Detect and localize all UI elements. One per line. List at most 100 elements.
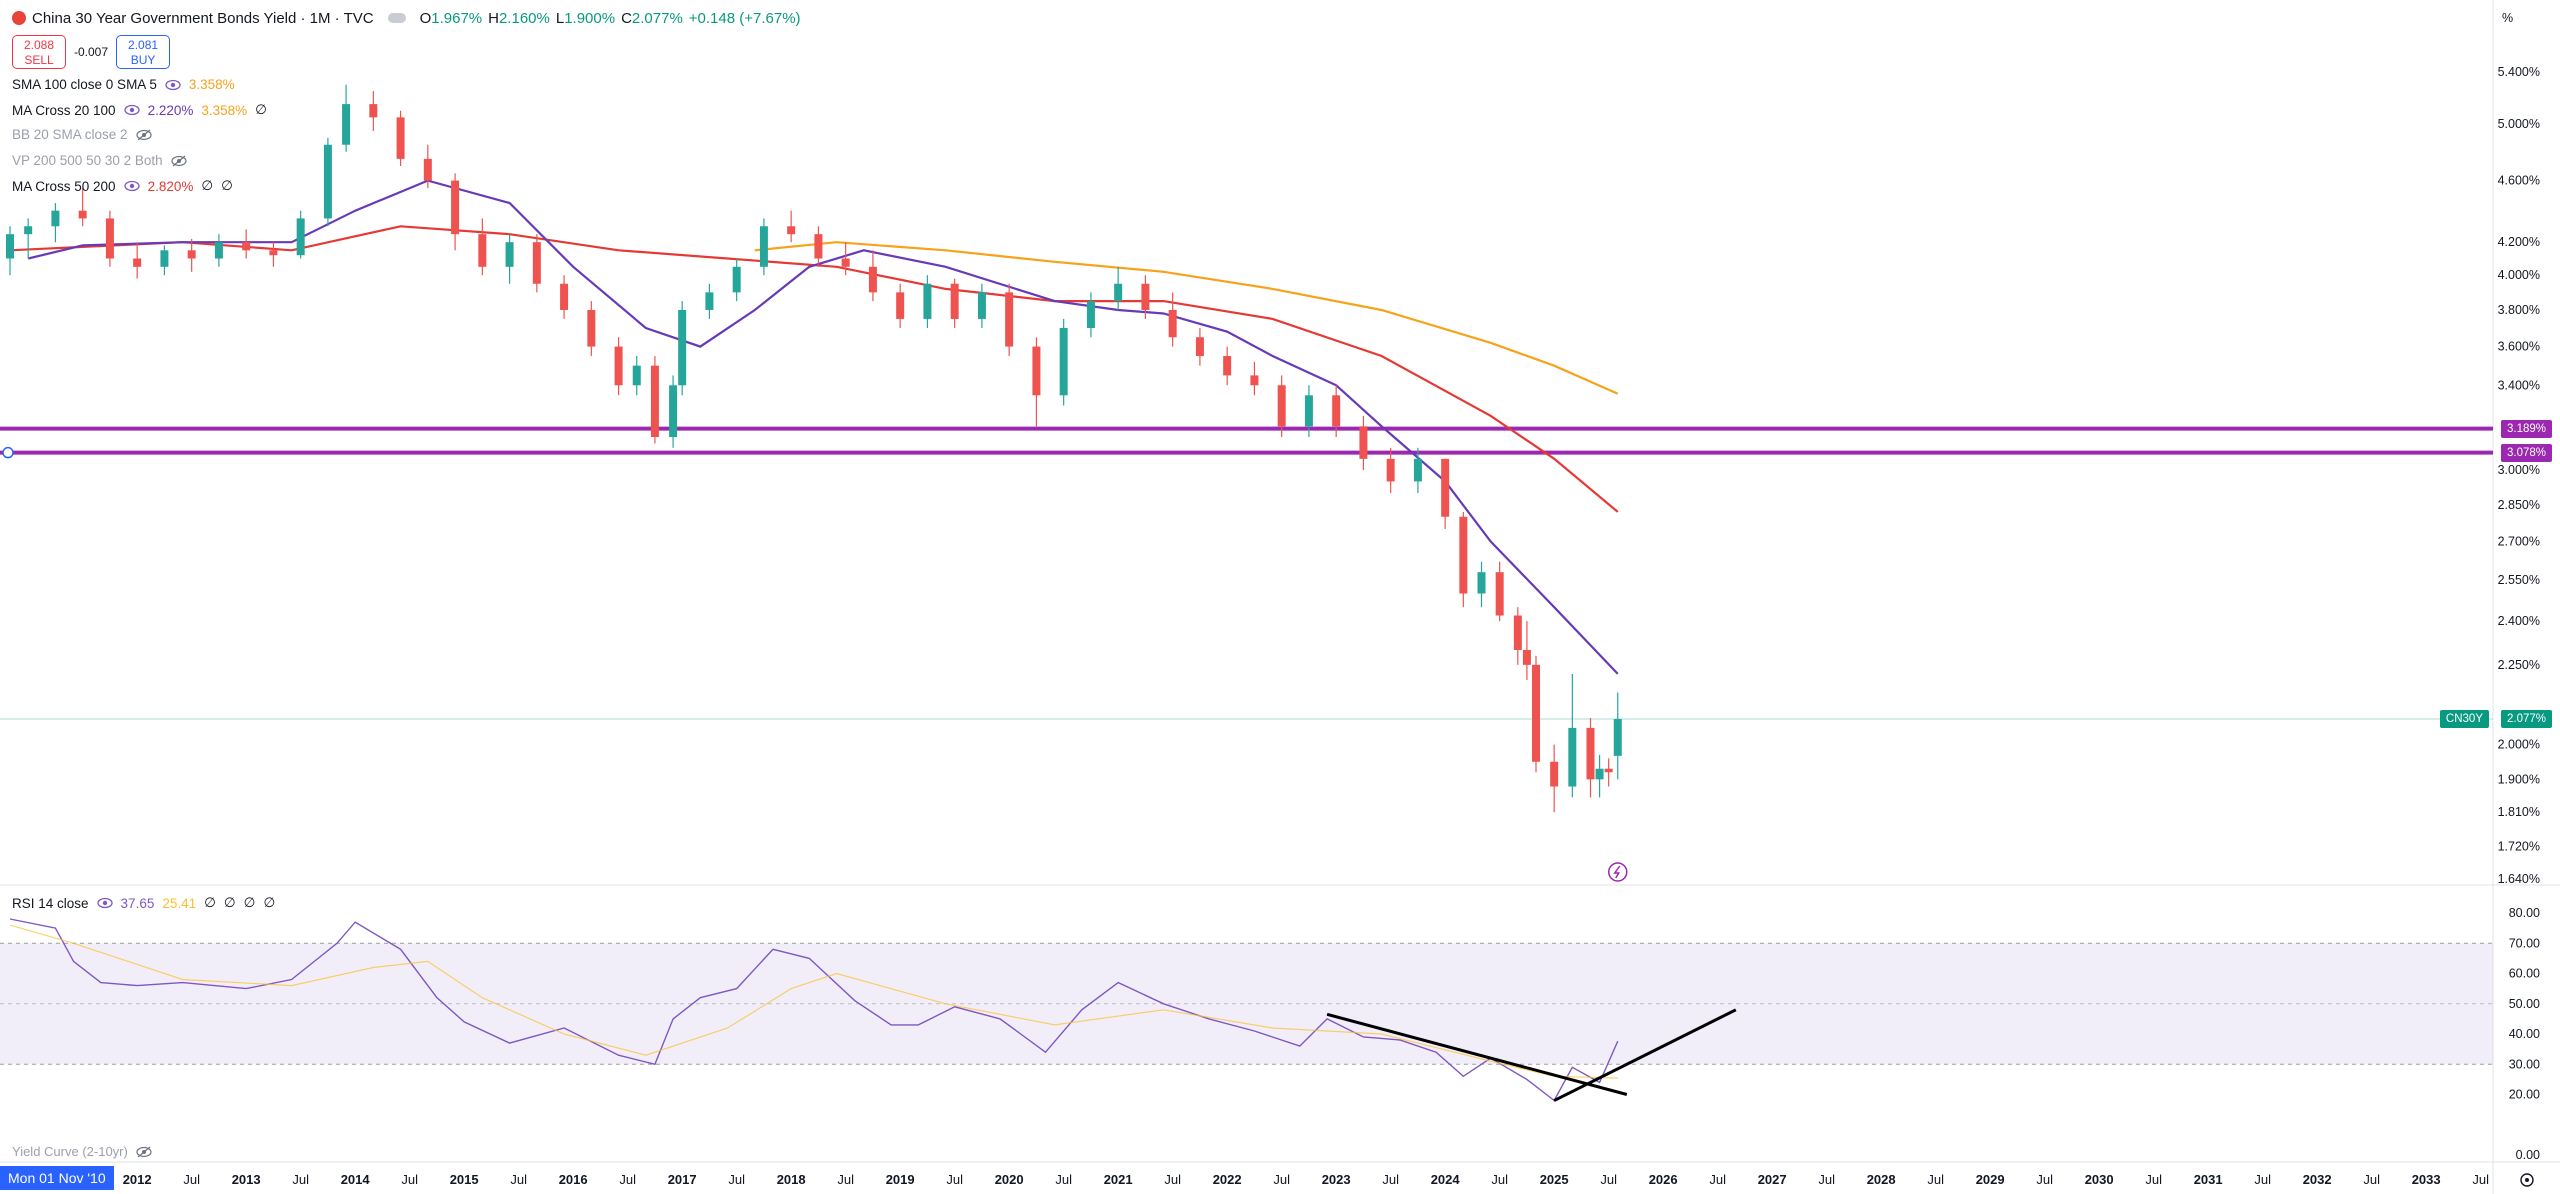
eye-icon[interactable]: [123, 180, 140, 192]
candle: [1195, 328, 1204, 366]
time-tick: Jul: [183, 1172, 200, 1187]
rsi-legend[interactable]: RSI 14 close 37.65 25.41 ∅ ∅ ∅ ∅: [12, 895, 283, 911]
market-status-icon[interactable]: [387, 13, 406, 23]
candle: [1277, 375, 1286, 437]
rsi-tick: 50.00: [2509, 997, 2540, 1011]
indicator-name: VP 200 500 50 30 2 Both: [12, 153, 163, 168]
candle-body: [105, 218, 114, 259]
candle-body: [532, 242, 541, 284]
candle-body: [1005, 292, 1014, 347]
time-tick: 2032: [2303, 1172, 2332, 1187]
candle-body: [587, 309, 596, 347]
time-tick: Jul: [1382, 1172, 1399, 1187]
price-axis-label[interactable]: 2.077%: [2500, 710, 2552, 729]
gear-icon[interactable]: [2520, 1173, 2534, 1187]
time-tick: Jul: [292, 1172, 309, 1187]
candle-body: [214, 242, 223, 259]
candle-body: [632, 365, 641, 386]
sell-button[interactable]: 2.088 SELL: [12, 35, 66, 69]
candle-body: [759, 226, 768, 267]
candle: [323, 137, 332, 227]
candle: [1332, 385, 1341, 437]
alert-circle: [1608, 862, 1628, 882]
candle: [814, 226, 823, 267]
candle: [214, 234, 223, 267]
candle-body: [1441, 458, 1450, 517]
eye-icon[interactable]: [165, 79, 181, 91]
price-axis-label[interactable]: 3.078%: [2500, 443, 2552, 462]
candle: [1250, 361, 1259, 396]
time-tick: 2013: [232, 1172, 261, 1187]
candle-body: [950, 283, 959, 319]
ohlc-close: C2.077%: [621, 9, 683, 27]
price-tick: 2.000%: [2498, 738, 2540, 752]
price-tick: 4.600%: [2498, 174, 2540, 188]
eye-icon[interactable]: [123, 104, 140, 116]
rsi-value: 25.41: [162, 895, 197, 911]
price-tick: 3.600%: [2498, 340, 2540, 354]
indicator-legend[interactable]: BB 20 SMA close 2: [12, 127, 160, 142]
candle: [1223, 346, 1232, 386]
time-tick: 2027: [1758, 1172, 1787, 1187]
price-axis-label[interactable]: 3.189%: [2500, 419, 2552, 438]
time-tick: Jul: [1818, 1172, 1835, 1187]
alert-marker-icon: [1608, 862, 1628, 882]
candle-body: [160, 250, 169, 267]
eye-icon[interactable]: [96, 897, 113, 909]
candle: [1477, 561, 1486, 608]
candle: [1595, 754, 1604, 798]
candle: [1168, 292, 1177, 347]
time-tick: Jul: [946, 1172, 963, 1187]
indicator-value: 3.358%: [188, 77, 235, 92]
time-tick: 2033: [2412, 1172, 2441, 1187]
price-tick: 2.700%: [2498, 534, 2540, 548]
candle: [705, 283, 714, 319]
price-tick: 2.250%: [2498, 658, 2540, 672]
eye-hidden-icon[interactable]: [135, 129, 152, 141]
candle-body: [1522, 649, 1531, 665]
price-tick: 1.810%: [2498, 805, 2540, 819]
ohlc-change: +0.148 (+7.67%): [688, 9, 801, 27]
candle-body: [1595, 768, 1604, 780]
eye-hidden-icon[interactable]: [136, 1146, 152, 1158]
candle: [732, 258, 741, 302]
candle-body: [1059, 328, 1068, 396]
time-tick: Jul: [1709, 1172, 1726, 1187]
candle-body: [1459, 516, 1468, 594]
yield-curve-indicator[interactable]: Yield Curve (2-10yr): [12, 1144, 152, 1159]
time-tick: Jul: [1273, 1172, 1290, 1187]
indicator-name: MA Cross 20 100: [12, 102, 116, 118]
candle: [1532, 655, 1540, 773]
candle: [1413, 447, 1422, 493]
candle-body: [841, 258, 850, 267]
ma-series-2: [9, 225, 1619, 513]
indicator-legend[interactable]: MA Cross 20 100 2.220% 3.358% ∅: [12, 102, 275, 118]
time-tick: 2019: [886, 1172, 915, 1187]
time-tick: 2028: [1867, 1172, 1896, 1187]
spread-value: -0.007: [74, 45, 109, 59]
time-tick: 2029: [1976, 1172, 2005, 1187]
symbol-title[interactable]: China 30 Year Government Bonds Yield · 1…: [32, 9, 374, 27]
candle-body: [369, 104, 378, 118]
eye-hidden-icon[interactable]: [171, 155, 187, 167]
time-tick: Jul: [2036, 1172, 2053, 1187]
candle: [669, 375, 678, 448]
time-tick: Jul: [401, 1172, 418, 1187]
indicator-legend[interactable]: VP 200 500 50 30 2 Both: [12, 153, 195, 168]
candle-body: [1477, 572, 1486, 594]
indicator-legend[interactable]: MA Cross 50 200 2.820% ∅ ∅: [12, 178, 241, 194]
indicator-value: 2.820%: [147, 178, 194, 194]
candle-body: [1359, 426, 1368, 459]
price-tick: 4.200%: [2498, 235, 2540, 249]
indicator-legend[interactable]: SMA 100 close 0 SMA 5 3.358%: [12, 77, 243, 92]
candle-body: [868, 266, 877, 293]
candle-body: [1032, 346, 1041, 396]
indicator-value: ∅: [255, 102, 267, 117]
buy-button[interactable]: 2.081 BUY: [116, 35, 171, 69]
time-tick: 2024: [1431, 1172, 1461, 1187]
candle-body: [1604, 768, 1613, 773]
indicator-value: 2.220%: [147, 102, 194, 118]
candle: [532, 234, 541, 293]
time-tick: 2015: [450, 1172, 479, 1187]
